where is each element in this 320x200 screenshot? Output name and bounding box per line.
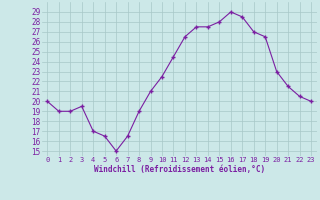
X-axis label: Windchill (Refroidissement éolien,°C): Windchill (Refroidissement éolien,°C) bbox=[94, 165, 265, 174]
